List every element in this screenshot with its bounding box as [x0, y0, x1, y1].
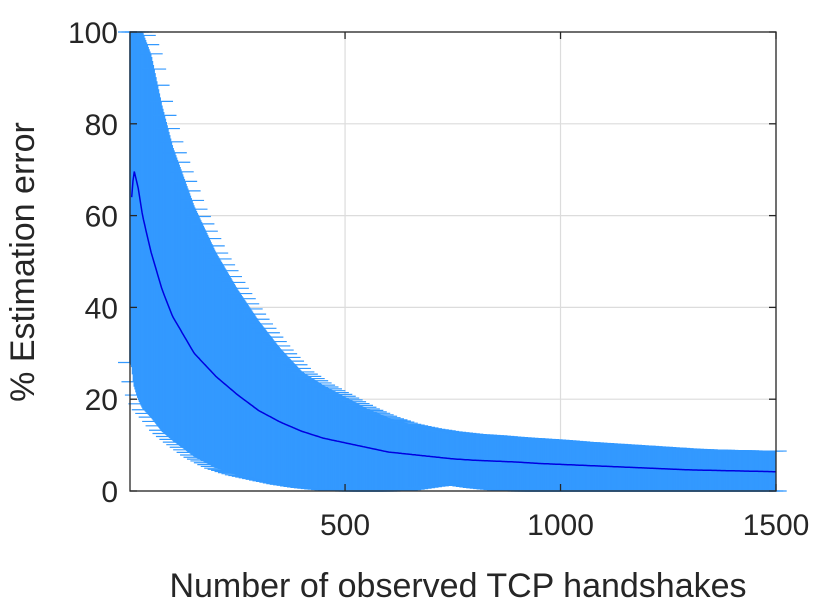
mean-line — [130, 171, 776, 473]
error-band — [118, 31, 787, 492]
y-axis-title: % Estimation error — [4, 122, 42, 402]
x-tick-label: 1500 — [743, 509, 810, 542]
x-tick-label: 1000 — [527, 509, 594, 542]
y-tick-label: 100 — [68, 17, 118, 50]
mean-line-path — [130, 171, 776, 473]
axes-box — [129, 31, 777, 492]
y-tick-label: 40 — [85, 292, 118, 325]
y-tick-label: 80 — [85, 109, 118, 142]
y-tick-label: 20 — [85, 384, 118, 417]
y-tick-label: 60 — [85, 201, 118, 234]
y-tick-label: 0 — [101, 476, 118, 509]
tick-labels: 500 1000 1500 0 20 40 60 80 100 — [68, 17, 809, 542]
axes — [129, 31, 777, 492]
x-tick-label: 500 — [320, 509, 370, 542]
x-axis-title: Number of observed TCP handshakes — [169, 567, 746, 605]
